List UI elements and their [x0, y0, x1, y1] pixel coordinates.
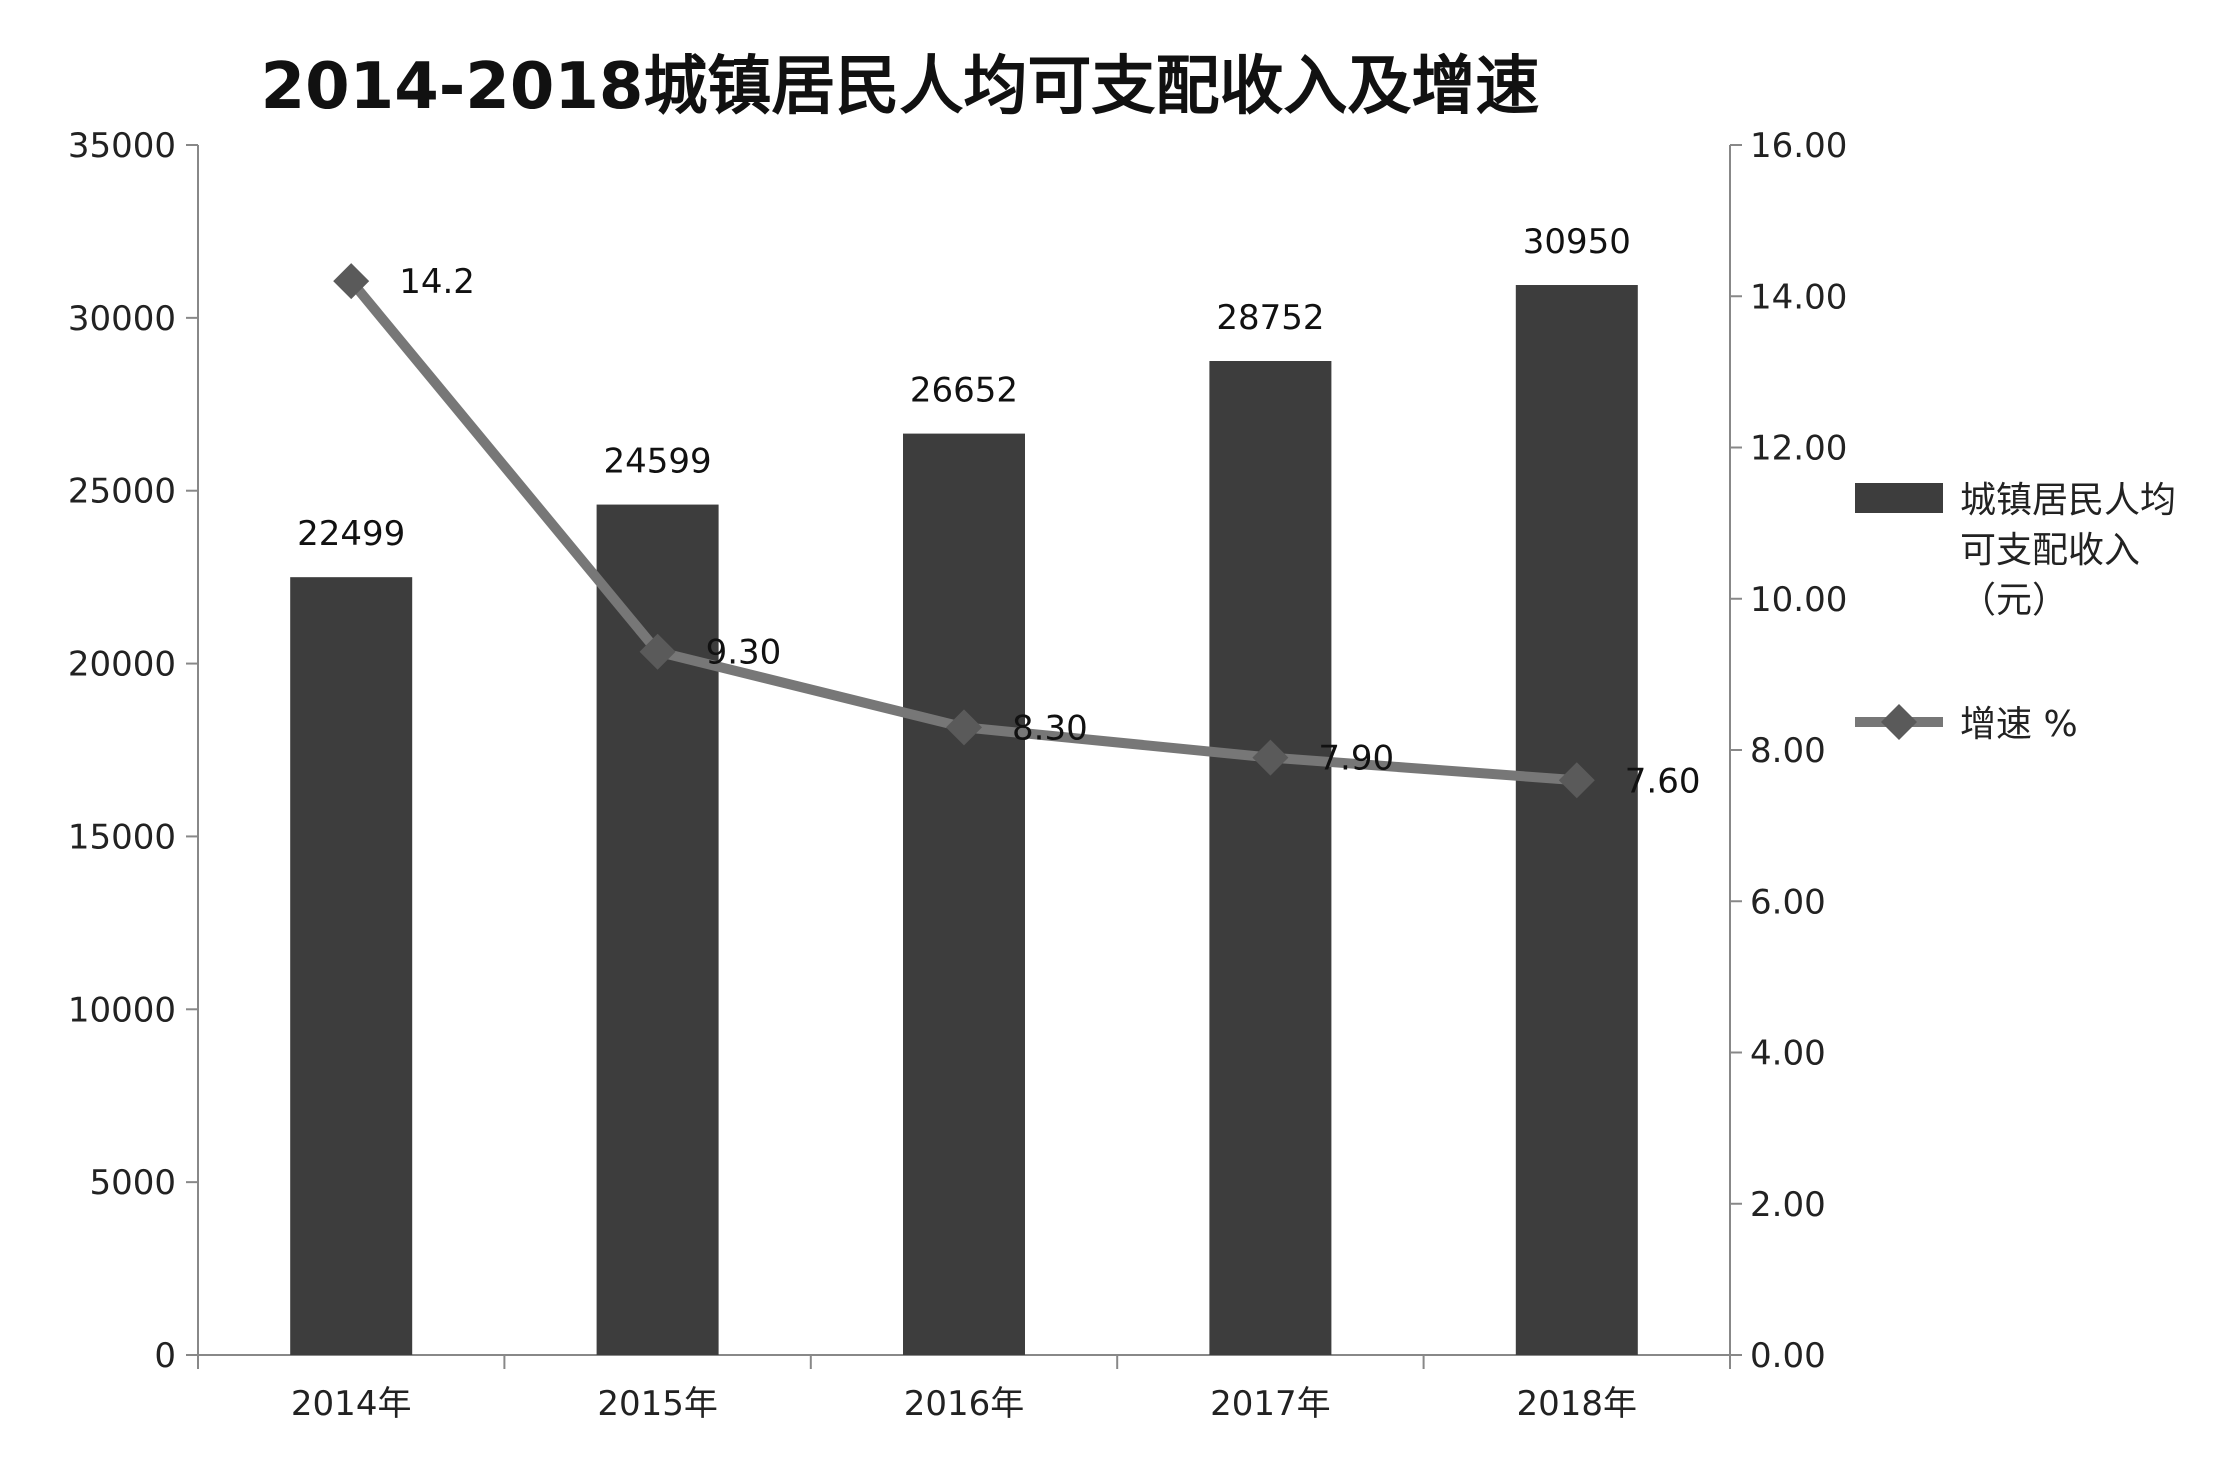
left-y-tick-label: 15000 — [68, 817, 176, 857]
legend-line-marker — [1881, 704, 1917, 740]
bar-data-label: 22499 — [297, 514, 405, 554]
right-y-tick-label: 14.00 — [1750, 277, 1847, 317]
legend-bar-label: 可支配收入 — [1960, 530, 2140, 571]
left-y-tick-label: 20000 — [68, 645, 176, 685]
right-y-tick-label: 0.00 — [1750, 1336, 1826, 1376]
bar — [1209, 361, 1332, 1355]
line-point-marker — [946, 709, 982, 746]
bar-data-label: 28752 — [1216, 298, 1324, 338]
line-point-marker — [333, 263, 370, 300]
line-data-label: 7.60 — [1625, 761, 1701, 801]
bar-data-label: 24599 — [604, 442, 712, 482]
right-y-tick-label: 12.00 — [1750, 429, 1847, 469]
line-data-labels: 14.2 9.30 8.30 7.90 7.60 — [399, 262, 1700, 801]
bar-data-label: 26652 — [910, 371, 1018, 411]
legend-bar-label: （元） — [1960, 580, 2068, 621]
line-series — [333, 263, 1595, 799]
bar-data-labels: 22499 24599 26652 28752 30950 — [297, 222, 1631, 554]
x-tick-label: 2017年 — [1210, 1384, 1331, 1424]
bar — [596, 504, 719, 1356]
right-y-tick-label: 6.00 — [1750, 882, 1826, 922]
right-y-tick-label: 2.00 — [1750, 1185, 1826, 1225]
line-point-marker — [1252, 739, 1289, 776]
bar-data-label: 30950 — [1523, 222, 1631, 262]
axes: 0 5000 10000 15000 20000 25000 30000 35000 0.00 2… — [68, 126, 1848, 1424]
x-tick-label: 2018年 — [1517, 1384, 1638, 1424]
bar — [1515, 285, 1638, 1355]
bar — [903, 433, 1025, 1355]
legend-bar-swatch — [1855, 483, 1943, 513]
right-y-tick-label: 8.00 — [1750, 731, 1826, 771]
line-point-marker — [639, 633, 676, 670]
left-y-tick-label: 25000 — [68, 472, 176, 512]
x-tick-label: 2015年 — [597, 1384, 718, 1424]
chart-title: 2014-2018城镇居民人均可支配收入及增速 — [261, 50, 1540, 124]
line-data-label: 8.30 — [1012, 708, 1088, 748]
line-data-label: 14.2 — [399, 262, 475, 302]
legend-bar-label: 城镇居民人均 — [1960, 480, 2176, 521]
x-tick-label: 2016年 — [904, 1384, 1025, 1424]
line-point-marker — [1558, 762, 1595, 799]
left-y-tick-label: 10000 — [68, 990, 176, 1030]
left-y-tick-label: 30000 — [68, 299, 176, 339]
legend: 城镇居民人均可支配收入 （元） 增速 % — [1855, 480, 2176, 745]
line-data-label: 7.90 — [1318, 739, 1394, 779]
legend-line-label: 增速 % — [1960, 704, 2078, 745]
right-y-tick-label: 16.00 — [1750, 126, 1847, 166]
bar — [290, 577, 413, 1355]
left-y-tick-label: 0 — [154, 1336, 176, 1376]
right-y-tick-label: 10.00 — [1750, 580, 1847, 620]
left-y-tick-label: 5000 — [89, 1163, 176, 1203]
x-tick-label: 2014年 — [291, 1384, 412, 1424]
left-y-tick-label: 35000 — [68, 126, 176, 166]
right-y-tick-label: 4.00 — [1750, 1034, 1826, 1074]
line-data-label: 9.30 — [706, 633, 782, 673]
